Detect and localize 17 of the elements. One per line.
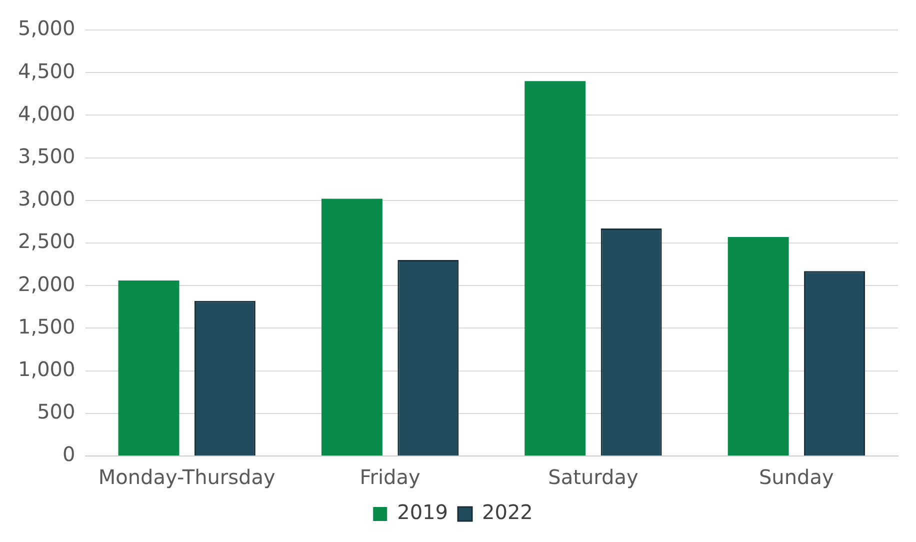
- legend-label: 2019: [397, 500, 448, 524]
- y-tick-label: 0: [62, 442, 76, 466]
- y-tick-label: 2,500: [18, 229, 76, 254]
- y-tick-label: 1,000: [18, 357, 76, 382]
- y-tick-label: 4,500: [18, 58, 76, 83]
- y-tick-label: 1,500: [18, 314, 76, 338]
- y-tick-label: 4,000: [18, 101, 76, 126]
- x-tick-label: Sunday: [758, 465, 834, 490]
- y-tick-label: 2,000: [18, 272, 76, 296]
- x-tick-label: Saturday: [548, 465, 638, 490]
- y-tick-label: 3,000: [18, 186, 76, 211]
- legend-label: 2022: [482, 500, 533, 524]
- x-tick-label: Monday-Thursday: [98, 465, 276, 490]
- x-tick-label: Friday: [360, 465, 420, 490]
- y-tick-label: 500: [37, 400, 76, 424]
- y-tick-label: 3,500: [18, 144, 76, 168]
- y-tick-label: 5,000: [18, 16, 76, 40]
